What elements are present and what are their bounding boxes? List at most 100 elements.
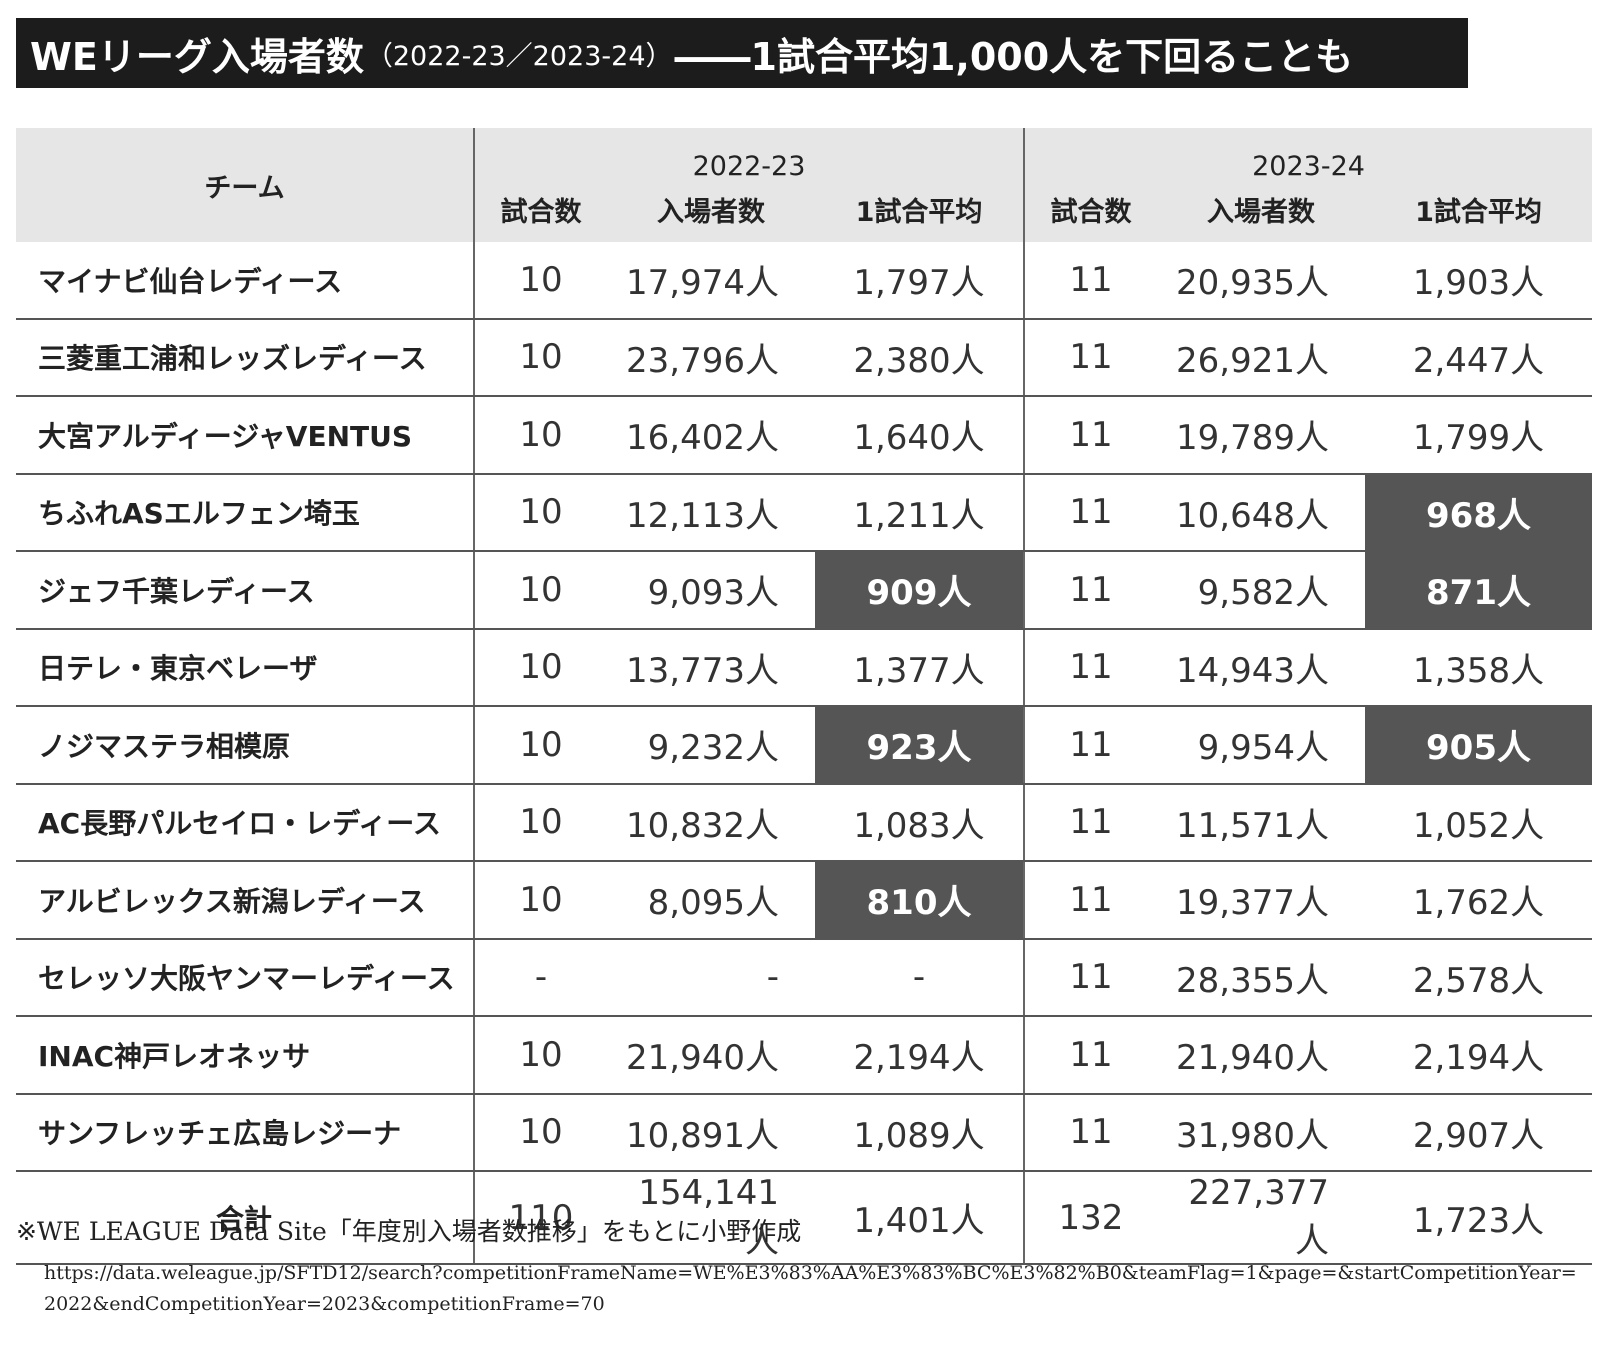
average-cell-2022-23: 2,194人 (815, 1016, 1025, 1095)
average-cell-2022-23: - (815, 938, 1025, 1017)
average-cell-2023-24: 2,907人 (1365, 1093, 1593, 1172)
games-cell-2022-23: 110 (474, 1171, 607, 1265)
games-cell-2023-24: 11 (1024, 938, 1157, 1017)
attendance-cell-2022-23: 9,232人 (607, 706, 815, 785)
table-row: アルビレックス新潟レディース 10 8,095人 810人 11 19,377人 1,762… (16, 861, 1593, 940)
attendance-cell-2023-24: 14,943人 (1157, 628, 1365, 707)
table-total-row: 合計 110 154,141人 1,401人 132 227,377人 1,723人 (16, 1171, 1593, 1265)
games-cell-2022-23: 10 (474, 396, 607, 475)
attendance-header-2022-23: 入場者数 (607, 183, 815, 242)
average-cell-2023-24: 1,723人 (1365, 1171, 1593, 1265)
games-header-2023-24: 試合数 (1024, 183, 1157, 242)
games-cell-2022-23: 10 (474, 1016, 607, 1095)
attendance-cell-2023-24: 26,921人 (1157, 318, 1365, 397)
table-row: サンフレッチェ広島レジーナ 10 10,891人 1,089人 11 31,980人 2,9… (16, 1093, 1593, 1172)
attendance-cell-2022-23: - (607, 938, 815, 1017)
team-name-cell: ちふれASエルフェン埼玉 (16, 473, 475, 552)
team-name-cell: INAC神戸レオネッサ (16, 1016, 475, 1095)
average-cell-2023-24: 1,799人 (1365, 396, 1593, 475)
attendance-cell-2022-23: 154,141人 (607, 1171, 815, 1265)
average-cell-2022-23: 1,401人 (815, 1171, 1025, 1265)
attendance-cell-2023-24: 31,980人 (1157, 1093, 1365, 1172)
table-row: 大宮アルディージャVENTUS 10 16,402人 1,640人 11 19,789人 1… (16, 396, 1593, 475)
attendance-table: チーム 2022-23 2023-24 試合数 入場者数 1試合平均 試合数 入… (16, 128, 1593, 1265)
games-cell-2022-23: 10 (474, 473, 607, 552)
attendance-cell-2023-24: 9,582人 (1157, 551, 1365, 630)
attendance-cell-2023-24: 227,377人 (1157, 1171, 1365, 1265)
table-row: ノジマステラ相模原 10 9,232人 923人 11 9,954人 905人 (16, 706, 1593, 785)
attendance-cell-2023-24: 21,940人 (1157, 1016, 1365, 1095)
games-cell-2023-24: 11 (1024, 1093, 1157, 1172)
games-cell-2023-24: 11 (1024, 242, 1157, 320)
games-cell-2022-23: 10 (474, 628, 607, 707)
games-cell-2023-24: 11 (1024, 706, 1157, 785)
attendance-cell-2022-23: 21,940人 (607, 1016, 815, 1095)
team-name-cell: 合計 (16, 1171, 475, 1265)
table-row: 三菱重工浦和レッズレディース 10 23,796人 2,380人 11 26,921人 2,… (16, 318, 1593, 397)
attendance-header-2023-24: 入場者数 (1157, 183, 1365, 242)
average-cell-2023-24: 1,903人 (1365, 242, 1593, 320)
page-title-subtitle: ――1試合平均1,000人を下回ることも (674, 34, 1354, 79)
source-note-text: ※WE LEAGUE Data Site「年度別入場者数推移」をもとに小野作成 (16, 1217, 802, 1246)
attendance-cell-2022-23: 17,974人 (607, 242, 815, 320)
average-cell-2022-23: 1,089人 (815, 1093, 1025, 1172)
team-name-cell: ノジマステラ相模原 (16, 706, 475, 785)
games-cell-2023-24: 132 (1024, 1171, 1157, 1265)
games-cell-2022-23: 10 (474, 1093, 607, 1172)
games-cell-2023-24: 11 (1024, 783, 1157, 862)
team-name-cell: マイナビ仙台レディース (16, 242, 475, 320)
games-cell-2023-24: 11 (1024, 551, 1157, 630)
attendance-cell-2022-23: 13,773人 (607, 628, 815, 707)
table-row: 日テレ・東京ベレーザ 10 13,773人 1,377人 11 14,943人 1,358人 (16, 628, 1593, 707)
games-cell-2022-23: 10 (474, 551, 607, 630)
attendance-cell-2023-24: 19,377人 (1157, 861, 1365, 940)
average-cell-2023-24: 2,578人 (1365, 938, 1593, 1017)
average-cell-2022-23: 1,640人 (815, 396, 1025, 475)
table-row: ジェフ千葉レディース 10 9,093人 909人 11 9,582人 871人 (16, 551, 1593, 630)
season-header-2023-24: 2023-24 (1024, 128, 1593, 183)
average-cell-2022-23: 1,797人 (815, 242, 1025, 320)
games-cell-2023-24: 11 (1024, 628, 1157, 707)
average-cell-2023-24: 1,762人 (1365, 861, 1593, 940)
team-name-cell: サンフレッチェ広島レジーナ (16, 1093, 475, 1172)
team-name-cell: 大宮アルディージャVENTUS (16, 396, 475, 475)
source-note: ※WE LEAGUE Data Site「年度別入場者数推移」をもとに小野作成 … (16, 1212, 1584, 1320)
team-name-cell: アルビレックス新潟レディース (16, 861, 475, 940)
page-title: WEリーグ入場者数 (30, 34, 364, 79)
games-cell-2022-23: 10 (474, 706, 607, 785)
games-header-2022-23: 試合数 (474, 183, 607, 242)
table-row: セレッソ大阪ヤンマーレディース - - -11 28,355人 2,578人 (16, 938, 1593, 1017)
attendance-cell-2022-23: 23,796人 (607, 318, 815, 397)
average-cell-2023-24-highlighted: 968人 (1365, 473, 1593, 552)
average-header-2023-24: 1試合平均 (1365, 183, 1593, 242)
team-name-cell: AC長野パルセイロ・レディース (16, 783, 475, 862)
attendance-cell-2023-24: 11,571人 (1157, 783, 1365, 862)
average-cell-2022-23-highlighted: 909人 (815, 551, 1025, 630)
average-cell-2023-24: 1,358人 (1365, 628, 1593, 707)
games-cell-2023-24: 11 (1024, 1016, 1157, 1095)
attendance-cell-2023-24: 20,935人 (1157, 242, 1365, 320)
average-cell-2023-24-highlighted: 871人 (1365, 551, 1593, 630)
page-title-season-range: （2022-23／2023-24） (365, 40, 673, 72)
team-name-cell: 三菱重工浦和レッズレディース (16, 318, 475, 397)
games-cell-2022-23: - (474, 938, 607, 1017)
source-url: https://data.weleague.jp/SFTD12/search?c… (44, 1262, 1577, 1315)
average-cell-2022-23: 1,377人 (815, 628, 1025, 707)
table-row: AC長野パルセイロ・レディース 10 10,832人 1,083人 11 11,571人 1… (16, 783, 1593, 862)
season-header-2022-23: 2022-23 (474, 128, 1025, 183)
games-cell-2022-23: 10 (474, 861, 607, 940)
games-cell-2023-24: 11 (1024, 318, 1157, 397)
attendance-cell-2022-23: 10,832人 (607, 783, 815, 862)
attendance-cell-2023-24: 9,954人 (1157, 706, 1365, 785)
team-name-cell: ジェフ千葉レディース (16, 551, 475, 630)
average-cell-2023-24: 1,052人 (1365, 783, 1593, 862)
attendance-cell-2022-23: 12,113人 (607, 473, 815, 552)
team-column-header: チーム (16, 128, 475, 242)
attendance-cell-2023-24: 10,648人 (1157, 473, 1365, 552)
average-cell-2023-24: 2,447人 (1365, 318, 1593, 397)
team-name-cell: セレッソ大阪ヤンマーレディース (16, 938, 475, 1017)
average-cell-2022-23-highlighted: 810人 (815, 861, 1025, 940)
attendance-cell-2022-23: 9,093人 (607, 551, 815, 630)
table-row: INAC神戸レオネッサ 10 21,940人 2,194人 11 21,940人 2,194… (16, 1016, 1593, 1095)
games-cell-2022-23: 10 (474, 783, 607, 862)
